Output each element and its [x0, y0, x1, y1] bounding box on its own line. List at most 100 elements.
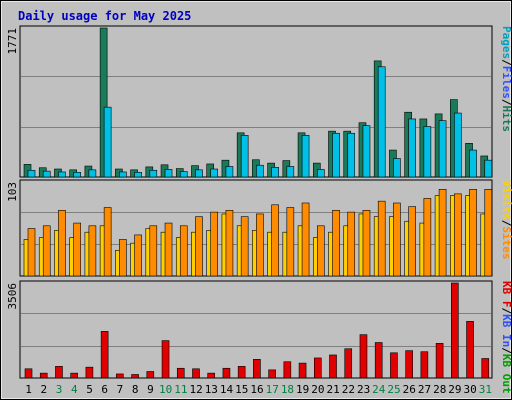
kbytes-bar	[405, 350, 413, 379]
kbytes-legend-item: /	[500, 347, 512, 354]
files-bar	[423, 126, 432, 178]
kbytes-bar	[344, 348, 353, 379]
x-tick-label: 28	[433, 383, 446, 396]
x-tick-label: 25	[387, 383, 400, 396]
visits-sites-legend-item: Visits	[500, 180, 512, 220]
files-bar	[195, 169, 203, 178]
files-bar	[210, 168, 219, 178]
sites-bar	[286, 207, 295, 277]
kbytes-bar	[435, 343, 444, 379]
x-tick-label: 21	[327, 383, 340, 396]
sites-bar	[377, 200, 386, 277]
x-axis-labels: 1 2 3 4 5 6 7 8 9 10 11 12 13 14 15 16 17 18 19 20 21 22 23 24 2…	[25, 383, 492, 396]
hits-bar	[99, 27, 108, 178]
files-bar	[73, 172, 81, 178]
kbytes-bar	[298, 362, 307, 379]
sites-bar	[393, 202, 401, 277]
kbytes-bar	[85, 366, 94, 379]
visits-sites-legend: Visits/Sites	[500, 180, 512, 260]
kbytes-bar	[420, 351, 429, 379]
kbytes-bar	[39, 372, 48, 379]
chart-panels: 1771 103 3506	[6, 25, 493, 379]
files-bar	[27, 169, 36, 178]
sites-bar	[88, 225, 97, 277]
sites-bar	[103, 207, 112, 277]
files-bar	[164, 169, 173, 178]
kbytes-bar	[466, 321, 474, 379]
sites-bar	[347, 211, 356, 277]
x-tick-label: 18	[281, 383, 294, 396]
x-tick-label: 20	[311, 383, 324, 396]
kbytes-bar	[451, 282, 459, 379]
files-bar	[408, 118, 416, 178]
kbytes-bar	[222, 367, 231, 379]
kbytes-bar	[24, 368, 33, 379]
sites-bar	[164, 222, 173, 277]
kbytes-bar	[146, 371, 155, 379]
kbytes-bar	[268, 369, 276, 379]
x-tick-label: 2	[41, 383, 48, 396]
x-tick-label: 13	[205, 383, 218, 396]
kbytes-bar	[253, 359, 261, 379]
files-bar	[271, 167, 279, 178]
files-bar	[58, 171, 66, 178]
kbytes-panel	[19, 280, 493, 379]
kbytes-ymax-label: 3506	[6, 283, 19, 310]
files-bar	[469, 149, 477, 178]
kbytes-bar	[161, 340, 170, 379]
sites-bar	[149, 225, 158, 277]
kbytes-legend-item: KB Out	[500, 354, 512, 394]
files-bar	[119, 171, 127, 178]
x-tick-label: 8	[132, 383, 139, 396]
hits-files-pages-legend-item: Pages	[500, 26, 512, 59]
sites-bar	[225, 209, 234, 277]
visits-sites-panel	[19, 179, 493, 277]
files-bar	[332, 132, 340, 178]
x-tick-label: 1	[25, 383, 32, 396]
x-tick-label: 11	[174, 383, 187, 396]
x-tick-label: 30	[464, 383, 477, 396]
files-bar	[454, 112, 462, 178]
files-bar	[301, 135, 310, 178]
kbytes-bar	[237, 366, 246, 379]
x-tick-label: 24	[372, 383, 386, 396]
files-bar	[88, 169, 97, 178]
visits-sites-ymax-label: 103	[6, 182, 19, 202]
files-bar	[347, 132, 356, 178]
files-bar	[179, 171, 188, 178]
sites-bar	[271, 204, 279, 277]
files-bar	[362, 125, 371, 178]
files-bar	[134, 172, 142, 178]
x-tick-label: 23	[357, 383, 370, 396]
x-tick-label: 26	[403, 383, 416, 396]
sites-bar	[301, 202, 310, 277]
x-tick-label: 12	[189, 383, 202, 396]
kbytes-bar	[390, 352, 398, 379]
sites-bar	[42, 225, 51, 277]
hits-files-pages-legend-item: Files	[500, 66, 512, 99]
kbytes-bar	[176, 367, 185, 379]
files-bar	[316, 169, 325, 178]
x-tick-label: 10	[159, 383, 172, 396]
sites-bar	[454, 193, 462, 277]
files-bar	[484, 159, 493, 178]
x-tick-label: 9	[147, 383, 154, 396]
hits-files-pages-legend-item: /	[500, 99, 512, 106]
kbytes-bar	[313, 357, 322, 379]
sites-bar	[332, 209, 340, 277]
files-bar	[256, 164, 264, 178]
kbytes-bar	[131, 374, 139, 379]
kbytes-bar	[55, 366, 63, 379]
sites-bar	[256, 213, 264, 277]
x-tick-label: 29	[448, 383, 461, 396]
sites-bar	[27, 228, 36, 277]
kbytes-legend-item: KB In	[500, 314, 512, 347]
x-tick-label: 17	[266, 383, 279, 396]
kbytes-legend-item: KB F	[500, 281, 512, 308]
kbytes-bar	[192, 368, 200, 379]
sites-bar	[240, 216, 249, 277]
sites-bar	[195, 216, 203, 277]
